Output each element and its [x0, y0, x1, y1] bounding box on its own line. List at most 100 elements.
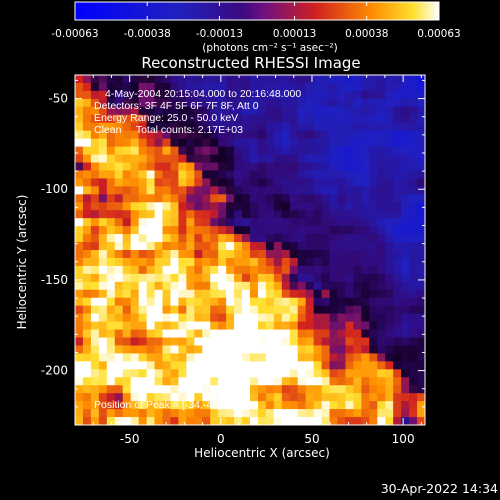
heatmap-cell	[162, 281, 172, 291]
heatmap-cell	[361, 130, 370, 140]
heatmap-cell	[353, 409, 362, 418]
heatmap-cell	[178, 289, 187, 299]
heatmap-cell	[313, 226, 323, 235]
heatmap-cell	[242, 202, 251, 211]
heatmap-cell	[170, 305, 179, 315]
heatmap-cell	[281, 122, 291, 132]
heatmap-cell	[138, 393, 148, 402]
heatmap-cell	[369, 114, 378, 124]
heatmap-cell	[122, 82, 132, 92]
heatmap-cell	[234, 178, 243, 187]
heatmap-cell	[170, 114, 179, 124]
heatmap-cell	[138, 329, 148, 339]
heatmap-cell	[218, 329, 227, 339]
heatmap-cell	[369, 170, 378, 179]
heatmap-cell	[417, 257, 425, 267]
heatmap-cell	[226, 297, 235, 307]
heatmap-cell	[202, 353, 211, 362]
heatmap-cell	[186, 106, 195, 116]
heatmap-cell	[361, 75, 370, 84]
heatmap-cell	[321, 186, 331, 195]
heatmap-cell	[273, 345, 283, 354]
heatmap-cell	[210, 273, 219, 283]
heatmap-cell	[75, 234, 84, 243]
heatmap-cell	[154, 210, 164, 219]
heatmap-cell	[98, 385, 108, 394]
heatmap-cell	[82, 186, 92, 195]
heatmap-cell	[210, 242, 219, 251]
heatmap-cell	[194, 162, 203, 172]
heatmap-cell	[353, 146, 362, 156]
heatmap-cell	[329, 281, 339, 291]
heatmap-cell	[178, 162, 187, 172]
heatmap-cell	[273, 401, 283, 410]
heatmap-cell	[194, 234, 203, 243]
heatmap-cell	[186, 178, 195, 187]
heatmap-cell	[218, 122, 227, 132]
heatmap-cell	[186, 234, 195, 243]
heatmap-cell	[257, 250, 267, 259]
heatmap-cell	[106, 329, 116, 339]
heatmap-cell	[313, 138, 323, 148]
heatmap-cell	[297, 265, 307, 275]
heatmap-cell	[218, 170, 227, 179]
heatmap-cell	[281, 369, 291, 378]
heatmap-cell	[178, 170, 187, 179]
heatmap-cell	[98, 138, 108, 148]
heatmap-cell	[417, 226, 425, 235]
heatmap-cell	[170, 265, 179, 275]
heatmap-cell	[114, 385, 124, 394]
heatmap-cell	[353, 98, 362, 108]
heatmap-cell	[98, 154, 108, 164]
heatmap-cell	[313, 170, 323, 179]
heatmap-cell	[321, 321, 331, 331]
heatmap-cell	[218, 345, 227, 354]
heatmap-cell	[194, 377, 203, 386]
heatmap-cell	[242, 329, 251, 339]
heatmap-cell	[194, 242, 203, 251]
heatmap-cell	[226, 202, 235, 211]
heatmap-cell	[297, 369, 307, 378]
heatmap-cell	[417, 297, 425, 307]
heatmap-cell	[186, 75, 195, 84]
heatmap-cell	[82, 75, 92, 84]
heatmap-cell	[377, 106, 386, 116]
heatmap-cell	[329, 417, 339, 425]
heatmap-cell	[337, 401, 347, 410]
heatmap-cell	[146, 369, 156, 378]
heatmap-cell	[393, 281, 402, 291]
heatmap-cell	[337, 186, 347, 195]
heatmap-cell	[345, 210, 354, 219]
heatmap-cell	[345, 369, 354, 378]
heatmap-cell	[393, 257, 402, 267]
heatmap-cell	[265, 417, 275, 425]
heatmap-cell	[361, 114, 370, 124]
heatmap-cell	[114, 401, 124, 410]
heatmap-cell	[329, 98, 339, 108]
heatmap-cell	[146, 106, 156, 116]
heatmap-cell	[210, 194, 219, 203]
heatmap-cell	[106, 194, 116, 203]
heatmap-cell	[178, 114, 187, 124]
heatmap-cell	[130, 226, 140, 235]
heatmap-cell	[313, 146, 323, 156]
heatmap-cell	[138, 82, 148, 92]
heatmap-cell	[345, 162, 354, 172]
heatmap-cell	[170, 273, 179, 283]
heatmap-cell	[202, 75, 211, 84]
heatmap-cell	[194, 98, 203, 108]
heatmap-cell	[90, 82, 100, 92]
heatmap-cell	[154, 242, 164, 251]
heatmap-cell	[305, 417, 315, 425]
heatmap-cell	[138, 273, 148, 283]
heatmap-cell	[106, 130, 116, 140]
heatmap-cell	[75, 361, 84, 370]
heatmap-cell	[122, 313, 132, 323]
heatmap-cell	[361, 377, 370, 386]
heatmap-cell	[353, 106, 362, 116]
heatmap-cell	[154, 194, 164, 203]
heatmap-cell	[385, 305, 394, 315]
heatmap-cell	[369, 90, 378, 100]
heatmap-cell	[289, 210, 299, 219]
heatmap-cell	[75, 218, 84, 227]
